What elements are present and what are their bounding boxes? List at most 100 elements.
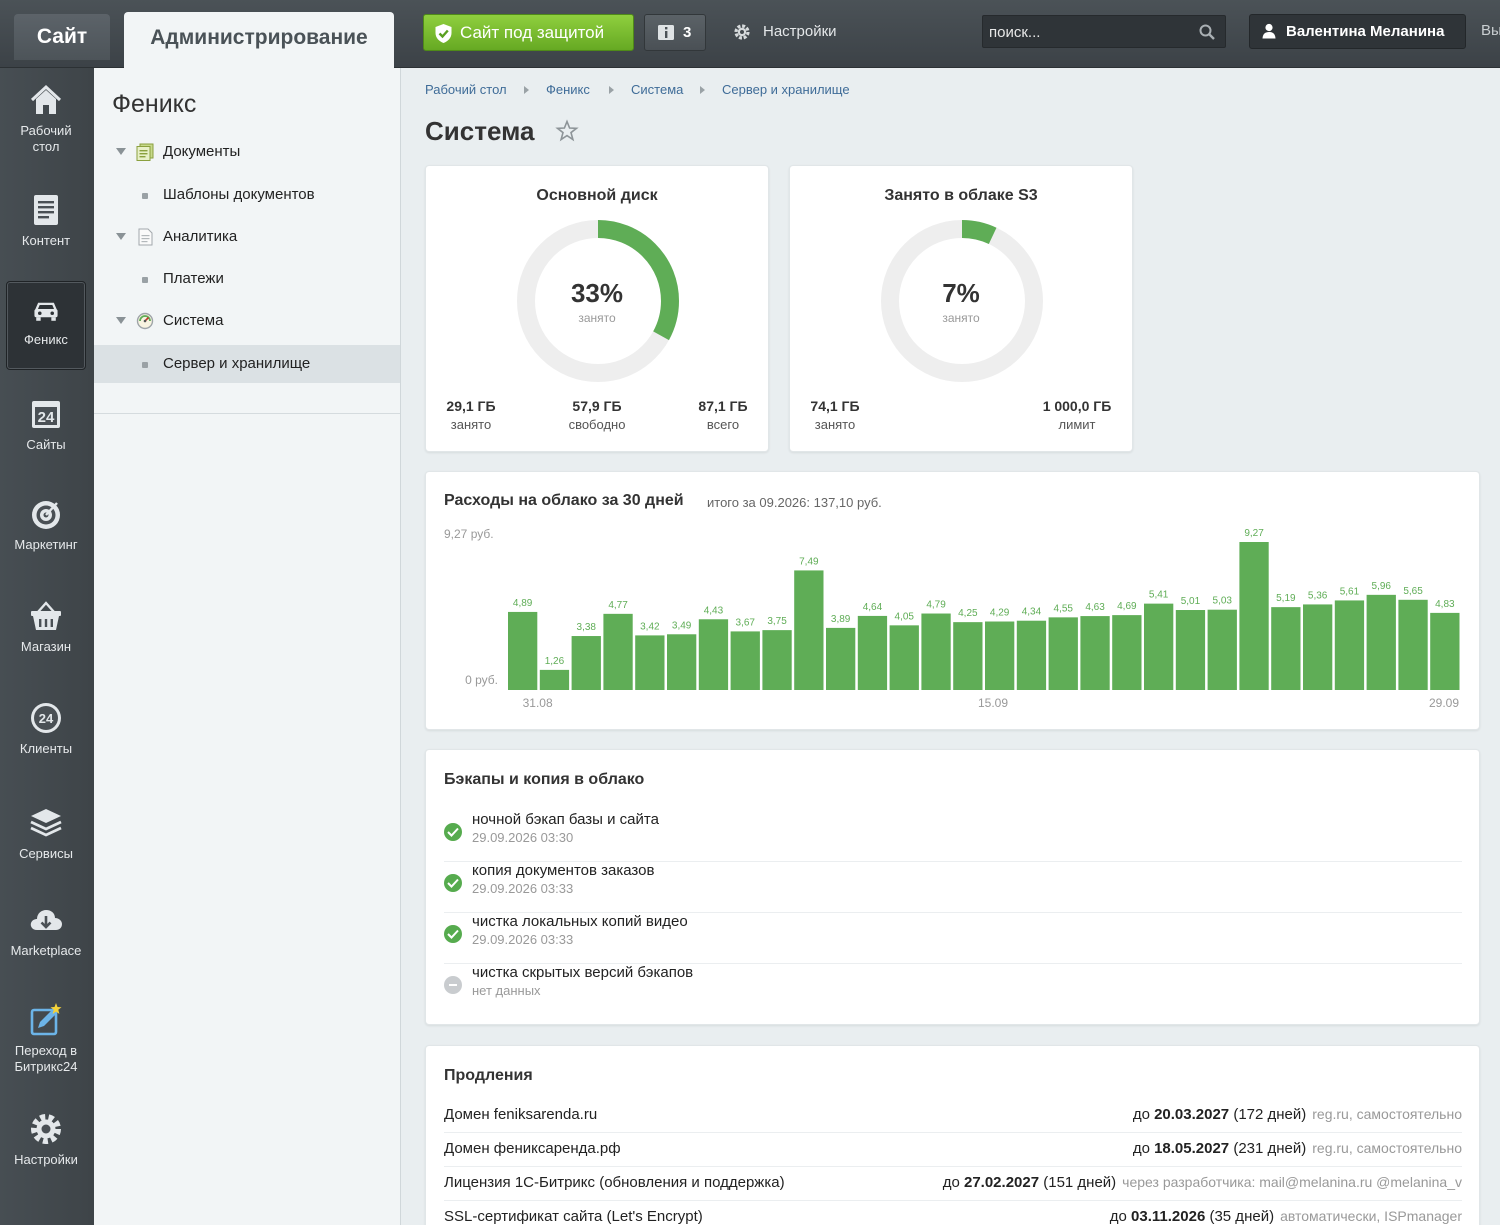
bar-value-label: 4,34 xyxy=(1022,607,1042,618)
breadcrumb-item[interactable]: Сервер и хранилище xyxy=(722,82,850,97)
top-settings-link[interactable]: Настройки xyxy=(733,20,837,44)
renewal-prefix: до xyxy=(942,1174,964,1191)
shield-check-icon xyxy=(435,24,452,43)
renewal-row: Домен feniksarenda.ru до 20.03.2027 (172… xyxy=(444,1099,1462,1133)
renewal-row: Домен фениксаренда.рф до 18.05.2027 (231… xyxy=(444,1133,1462,1167)
menu-item-marketplace[interactable]: Marketplace xyxy=(6,902,86,959)
chart-bar xyxy=(508,611,538,690)
menu-item-shop[interactable]: Магазин xyxy=(6,598,86,655)
renewal-note: через разработчика: mail@melanina.ru @me… xyxy=(1122,1174,1462,1190)
backup-date: нет данных xyxy=(472,983,541,998)
cloud-storage-used: 74,1 ГБ занято xyxy=(802,398,868,432)
chart-bar xyxy=(1080,616,1110,690)
tree-item-system[interactable]: Система xyxy=(94,302,400,340)
renewal-name: Домен feniksarenda.ru xyxy=(444,1106,598,1123)
admin-tab[interactable]: Администрирование xyxy=(124,12,394,69)
menu-item-settings[interactable]: Настройки xyxy=(6,1111,86,1168)
stat-value: 87,1 ГБ xyxy=(698,398,748,414)
menu-item-content[interactable]: Контент xyxy=(6,192,86,249)
renewal-name: Домен фениксаренда.рф xyxy=(444,1140,621,1157)
breadcrumb-item[interactable]: Система xyxy=(631,82,684,97)
tree-item-analytics[interactable]: Аналитика xyxy=(94,218,400,256)
chart-bar xyxy=(1207,609,1237,690)
renewal-date: 03.11.2026 xyxy=(1131,1208,1206,1225)
menu-label: Маркетинг xyxy=(14,537,78,552)
backup-name: копия документов заказов xyxy=(472,862,655,879)
chart-bar xyxy=(730,631,760,690)
user-menu-button[interactable]: Валентина Меланина xyxy=(1249,14,1466,49)
basket-icon xyxy=(31,601,61,630)
tree-item-documents[interactable]: Документы xyxy=(94,133,400,171)
breadcrumb-item[interactable]: Рабочий стол xyxy=(425,82,507,97)
renewal-expiry: до 18.05.2027 (231 дней) reg.ru, самостоя… xyxy=(1133,1140,1462,1157)
x-tick-label: 15.09 xyxy=(978,696,1008,710)
menu-item-desktop[interactable]: Рабочий стол xyxy=(6,82,86,155)
check-circle-icon xyxy=(444,823,462,841)
site-tab[interactable]: Сайт xyxy=(14,14,110,60)
search-box xyxy=(982,15,1226,48)
stat-label: свободно xyxy=(568,417,626,432)
bullet-icon xyxy=(142,362,148,368)
expand-arrow-icon[interactable] xyxy=(116,148,126,155)
breadcrumb-item[interactable]: Феникс xyxy=(546,82,590,97)
menu-item-sites[interactable]: 24 Сайты xyxy=(6,396,86,453)
user-icon xyxy=(1262,23,1276,39)
menu-label: Контент xyxy=(21,233,71,248)
expand-arrow-icon[interactable] xyxy=(116,317,126,324)
renewal-row: Лицензия 1С-Битрикс (обновления и поддер… xyxy=(444,1167,1462,1201)
menu-item-services[interactable]: Сервисы xyxy=(6,805,86,862)
top-settings-label: Настройки xyxy=(763,23,837,40)
bar-value-label: 3,67 xyxy=(736,617,756,628)
bar-value-label: 5,96 xyxy=(1372,581,1392,592)
menu-item-clients[interactable]: 24 Клиенты xyxy=(6,700,86,757)
renewal-name: Лицензия 1С-Битрикс (обновления и поддер… xyxy=(444,1174,785,1191)
bar-value-label: 4,79 xyxy=(926,600,946,611)
menu-item-marketing[interactable]: Маркетинг xyxy=(6,496,86,553)
cloud-storage-title: Занято в облаке S3 xyxy=(884,187,1038,204)
stat-label: занято xyxy=(450,417,492,432)
star-favorite-icon[interactable] xyxy=(555,119,579,143)
chart-bar xyxy=(1366,594,1396,690)
tree-item-doc-templates[interactable]: Шаблоны документов xyxy=(94,176,400,214)
chart-bar xyxy=(921,613,951,690)
document-icon xyxy=(34,195,58,225)
expand-arrow-icon[interactable] xyxy=(116,233,126,240)
menu-item-feniks[interactable]: Феникс xyxy=(6,281,86,370)
chart-bar xyxy=(667,634,697,690)
info-icon xyxy=(658,25,674,40)
logout-link[interactable]: Вы xyxy=(1481,22,1500,39)
expenses-bar-chart: 9,27 руб. 0 руб. 4,89 1,26 3,38 4,77 3,42 3,49 4… xyxy=(444,527,1460,710)
stat-value: 57,9 ГБ xyxy=(572,398,622,414)
check-circle-icon xyxy=(444,874,462,892)
renewal-name: SSL-сертификат сайта (Let's Encrypt) xyxy=(444,1208,703,1225)
search-input[interactable] xyxy=(989,20,1189,44)
renewal-expiry: до 27.02.2027 (151 дней) через разработчи… xyxy=(943,1174,1462,1191)
chart-bar xyxy=(603,613,633,690)
cloud-storage-percent: 7% xyxy=(942,278,980,308)
bar-value-label: 3,89 xyxy=(831,614,851,625)
tree-item-server-storage[interactable]: Сервер и хранилище xyxy=(94,345,400,383)
search-icon[interactable] xyxy=(1199,24,1215,40)
chart-bar xyxy=(1398,599,1428,690)
left-menu: Рабочий стол Контент Феникс 24 Сайты xyxy=(0,68,94,1225)
chart-bar xyxy=(1112,615,1142,690)
bar-value-label: 5,01 xyxy=(1181,596,1201,607)
chart-bar xyxy=(953,622,983,690)
backups-card: Бэкапы и копия в облако ночной бэкап баз… xyxy=(425,749,1480,1025)
tree-label: Платежи xyxy=(163,270,224,287)
bar-value-label: 5,03 xyxy=(1213,596,1233,607)
renewals-card: Продления Домен feniksarenda.ru до 20.03… xyxy=(425,1045,1480,1225)
bar-value-label: 4,64 xyxy=(863,602,883,613)
renewal-prefix: до xyxy=(1132,1140,1155,1157)
chart-bar xyxy=(826,627,856,690)
backup-date: 29.09.2026 03:33 xyxy=(472,881,574,896)
layers-icon xyxy=(30,809,62,837)
site-secure-button[interactable]: Сайт под защитой xyxy=(423,14,634,51)
stat-label: лимит xyxy=(1058,417,1096,432)
notifications-button[interactable]: 3 xyxy=(644,14,706,51)
menu-item-bitrix24[interactable]: Переход в Битрикс24 xyxy=(6,1002,86,1075)
menu-label: Рабочий стол xyxy=(20,123,72,154)
chart-bar xyxy=(698,619,729,690)
chevron-right-icon xyxy=(700,86,705,94)
tree-item-payments[interactable]: Платежи xyxy=(94,260,400,298)
